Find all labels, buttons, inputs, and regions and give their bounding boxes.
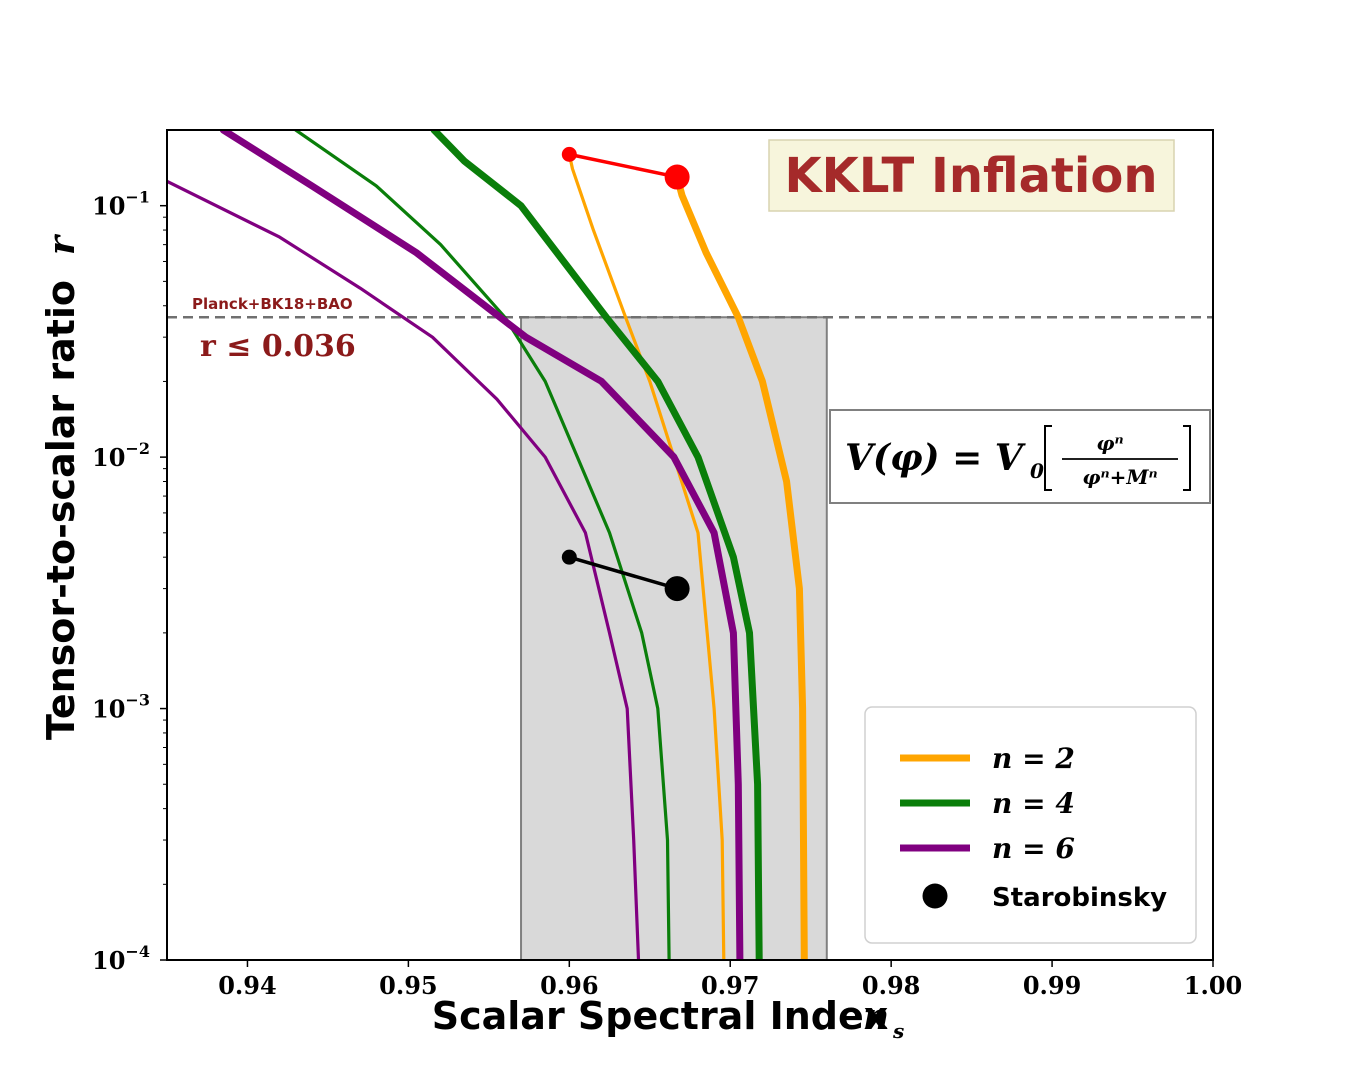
y-axis-symbol: r bbox=[41, 233, 83, 255]
x-tick-label-2: 0.96 bbox=[540, 971, 598, 1000]
kklt-red-point-large bbox=[664, 164, 690, 190]
formula-denominator: φⁿ+Mⁿ bbox=[1082, 465, 1157, 489]
y-tick-exponent-2: −2 bbox=[125, 439, 150, 458]
y-tick-base-3: 10 bbox=[92, 192, 125, 221]
x-tick-label-3: 0.97 bbox=[701, 971, 759, 1000]
y-tick-base-1: 10 bbox=[92, 695, 125, 724]
y-tick-exponent-1: −3 bbox=[125, 691, 150, 710]
legend-label-0: n = 2 bbox=[992, 742, 1075, 775]
y-tick-label-3: 10−1 bbox=[92, 188, 150, 221]
legend-label-2: n = 6 bbox=[992, 832, 1075, 865]
x-axis-title: Scalar Spectral Index bbox=[432, 994, 889, 1038]
starobinsky-point-large bbox=[664, 576, 690, 602]
constraint-label-big: r ≤ 0.036 bbox=[200, 329, 356, 364]
plot-frame bbox=[166, 129, 1214, 961]
x-tick-label-6: 1.00 bbox=[1184, 971, 1242, 1000]
legend-swatch-starobinsky bbox=[922, 883, 948, 909]
legend-label-1: n = 4 bbox=[992, 787, 1075, 820]
y-tick-base-2: 10 bbox=[92, 443, 125, 472]
y-tick-label-2: 10−2 bbox=[92, 439, 150, 472]
starobinsky-point-small bbox=[561, 549, 577, 565]
legend-box bbox=[864, 706, 1197, 944]
x-tick-label-0: 0.94 bbox=[218, 971, 276, 1000]
series-line-1 bbox=[673, 173, 808, 960]
formula-numerator: φⁿ bbox=[1096, 431, 1123, 455]
x-tick-label-4: 0.98 bbox=[862, 971, 920, 1000]
series-line-3 bbox=[430, 130, 763, 960]
x-tick-label-1: 0.95 bbox=[379, 971, 437, 1000]
formula-lhs: V(φ) = V bbox=[845, 437, 1026, 479]
title-box bbox=[768, 139, 1175, 212]
constraint-label-small: Planck+BK18+BAO bbox=[192, 295, 353, 313]
series-line-0 bbox=[567, 152, 726, 960]
formula-right-bracket bbox=[1183, 425, 1191, 491]
kklt-red-point-small bbox=[561, 146, 577, 162]
series-line-4 bbox=[167, 179, 641, 960]
series-line-2 bbox=[294, 130, 671, 960]
formula-left-bracket bbox=[1044, 425, 1052, 491]
x-axis-subscript: s bbox=[892, 1019, 904, 1043]
starobinsky-segment bbox=[568, 555, 678, 591]
formula-box bbox=[829, 409, 1211, 504]
y-tick-exponent-0: −4 bbox=[125, 942, 150, 961]
y-axis-title: Tensor-to-scalar ratio bbox=[39, 280, 83, 740]
chart-title: KKLT Inflation bbox=[784, 148, 1157, 204]
y-tick-label-0: 10−4 bbox=[92, 942, 150, 975]
x-tick-label-5: 0.99 bbox=[1023, 971, 1081, 1000]
series-line-5 bbox=[219, 130, 744, 960]
y-tick-label-1: 10−3 bbox=[92, 691, 150, 724]
legend-label-starobinsky: Starobinsky bbox=[992, 883, 1167, 913]
y-tick-exponent-3: −1 bbox=[125, 188, 150, 207]
y-tick-base-0: 10 bbox=[92, 946, 125, 975]
formula-lhs-sub: 0 bbox=[1030, 459, 1044, 483]
x-axis-symbol: n bbox=[863, 996, 889, 1038]
kklt-red-segment bbox=[568, 152, 678, 179]
